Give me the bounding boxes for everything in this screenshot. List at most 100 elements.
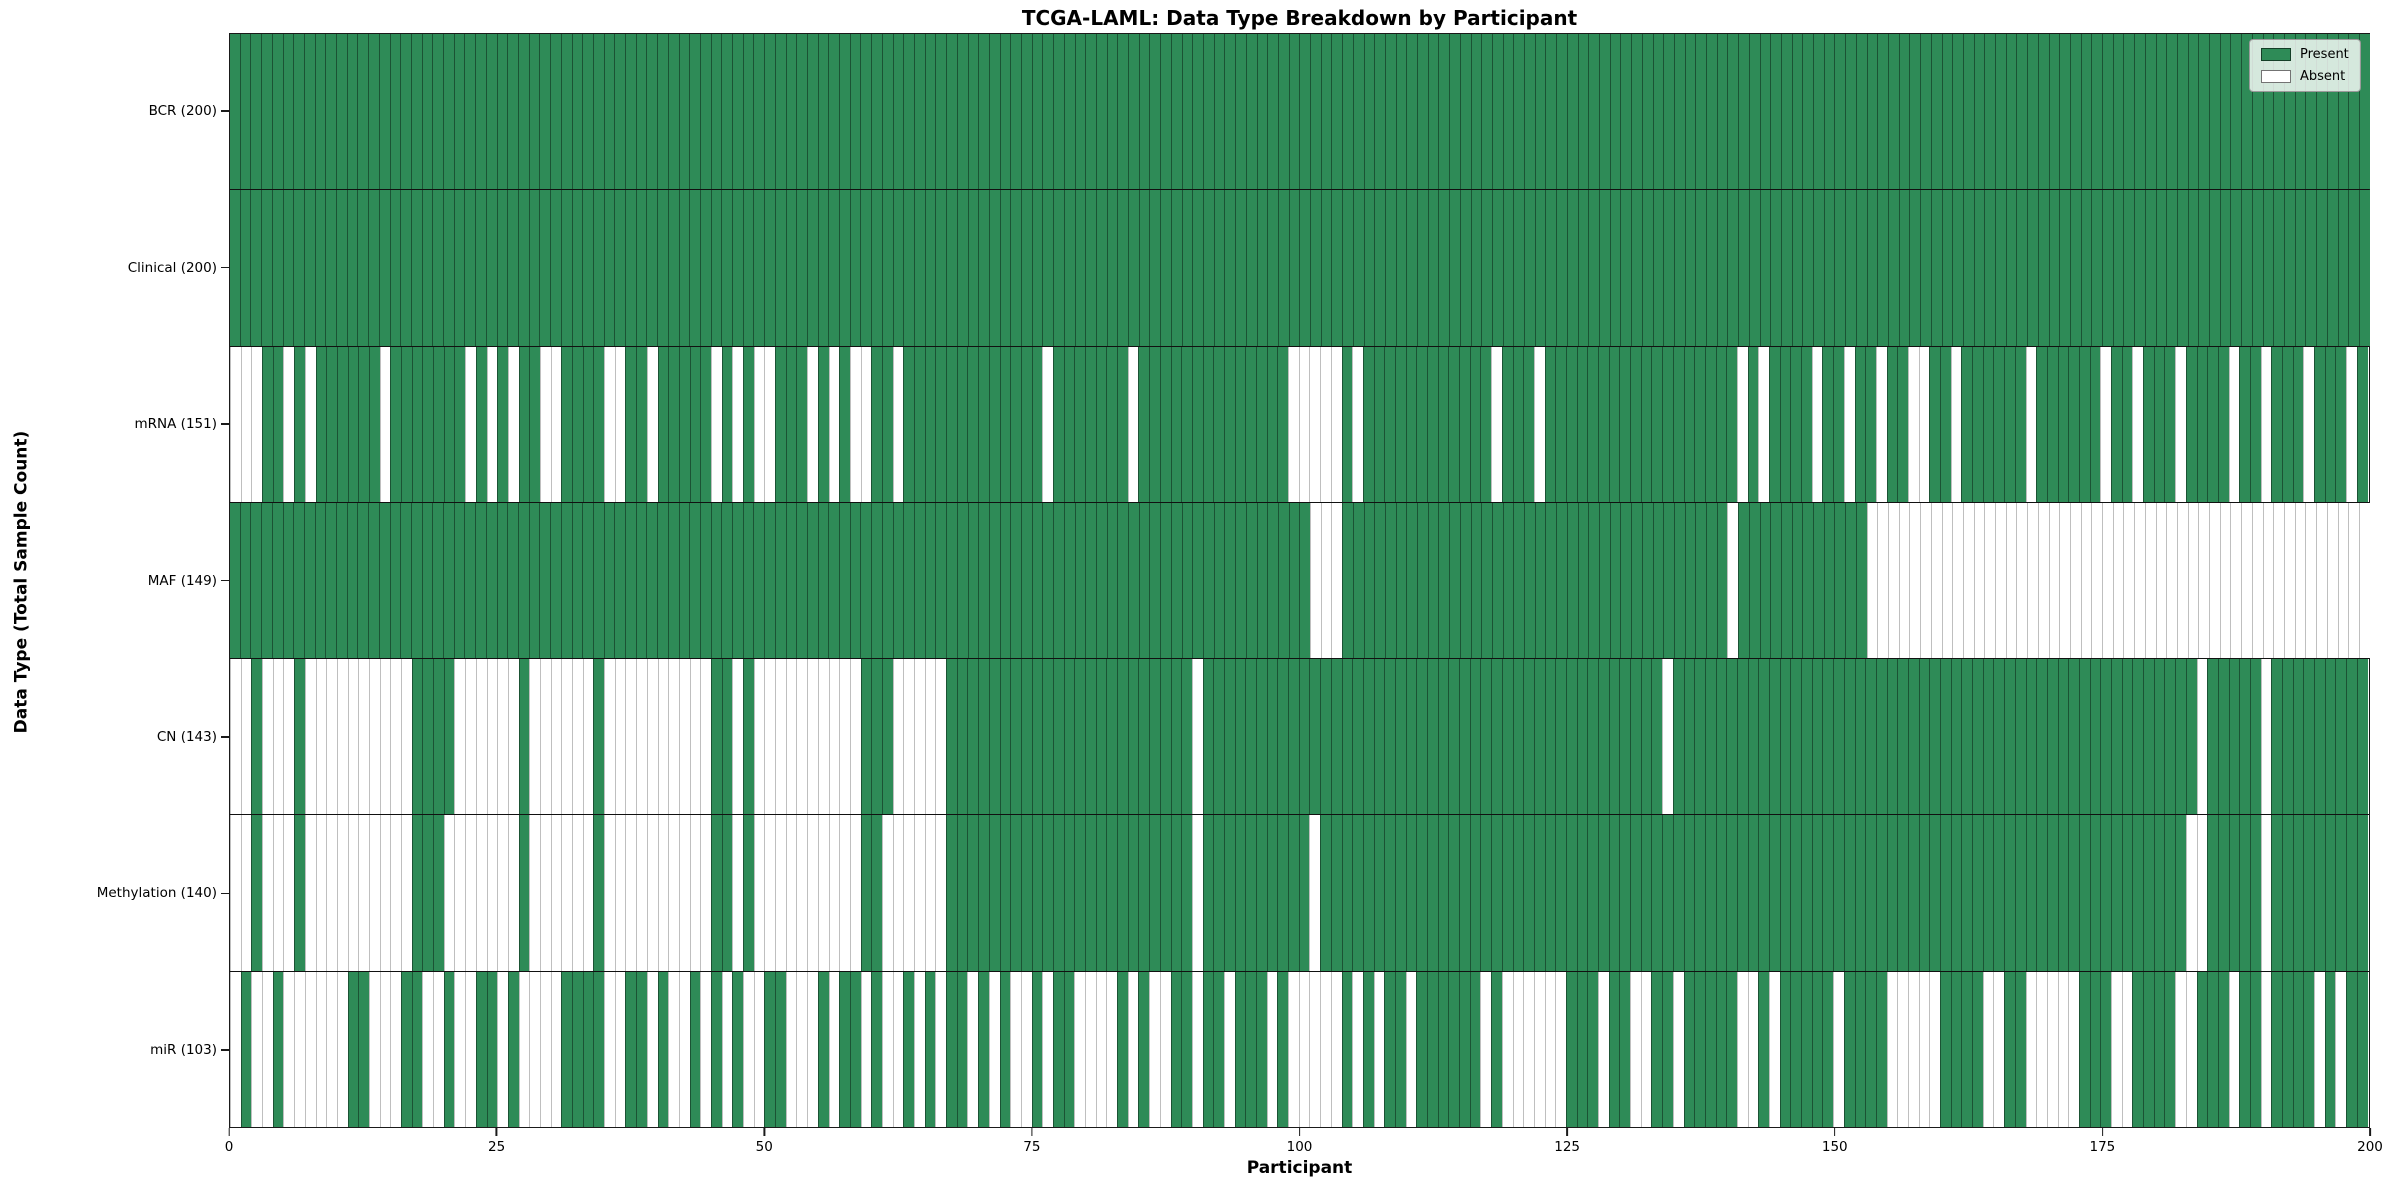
- cell-present: [710, 502, 722, 659]
- cell-present: [1854, 346, 1866, 502]
- cell-present: [1556, 502, 1567, 659]
- cell-present: [1299, 502, 1311, 659]
- cell-present: [294, 815, 305, 971]
- cell-absent: [1877, 502, 1888, 659]
- cell-present: [967, 190, 979, 346]
- cell-absent: [1352, 346, 1363, 502]
- cell-present: [2046, 815, 2058, 971]
- cell-present: [230, 34, 240, 190]
- cell-present: [614, 502, 626, 659]
- cell-present: [282, 34, 294, 190]
- cell-present: [603, 34, 615, 190]
- cell-present: [2207, 659, 2218, 815]
- cell-absent: [2080, 502, 2092, 659]
- cell-present: [1833, 346, 1844, 502]
- cell-absent: [390, 659, 401, 815]
- cell-present: [443, 502, 454, 659]
- cell-present: [1952, 190, 1963, 346]
- cell-present: [1747, 815, 1759, 971]
- cell-absent: [2176, 502, 2188, 659]
- cell-present: [1738, 190, 1749, 346]
- cell-present: [2036, 346, 2047, 502]
- cell-absent: [390, 971, 401, 1127]
- cell-present: [1128, 190, 1139, 346]
- cell-present: [1416, 815, 1427, 971]
- cell-present: [700, 346, 711, 502]
- cell-present: [1192, 34, 1203, 190]
- cell-present: [1565, 659, 1577, 815]
- cell-present: [699, 502, 711, 659]
- cell-absent: [732, 815, 743, 971]
- cell-present: [743, 659, 754, 815]
- cell-present: [871, 34, 882, 190]
- cell-absent: [230, 815, 241, 971]
- cell-absent: [860, 346, 872, 502]
- cell-present: [1940, 659, 1951, 815]
- cell-present: [2027, 34, 2038, 190]
- cell-present: [1235, 34, 1246, 190]
- cell-present: [742, 34, 754, 190]
- cell-present: [1865, 659, 1876, 815]
- cell-present: [346, 34, 358, 190]
- cell-present: [2143, 659, 2154, 815]
- cell-present: [2228, 659, 2240, 815]
- cell-present: [1813, 34, 1824, 190]
- cell-absent: [903, 815, 914, 971]
- cell-present: [1052, 815, 1064, 971]
- cell-present: [935, 34, 947, 190]
- cell-present: [1640, 815, 1652, 971]
- cell-present: [999, 34, 1011, 190]
- cell-absent: [294, 971, 305, 1127]
- cell-present: [1149, 815, 1160, 971]
- cell-present: [1544, 346, 1556, 502]
- cell-present: [1491, 502, 1503, 659]
- cell-present: [1202, 502, 1214, 659]
- cell-present: [1170, 815, 1182, 971]
- cell-present: [914, 346, 925, 502]
- cell-present: [2121, 346, 2133, 502]
- cell-absent: [1736, 971, 1748, 1127]
- cell-present: [1620, 190, 1632, 346]
- cell-present: [1706, 502, 1717, 659]
- cell-present: [2057, 346, 2069, 502]
- cell-present: [2207, 346, 2218, 502]
- cell-present: [582, 34, 593, 190]
- cell-present: [433, 659, 444, 815]
- cell-absent: [646, 971, 658, 1127]
- x-tick-25: 25: [488, 1128, 505, 1155]
- cell-present: [999, 659, 1011, 815]
- cell-present: [2326, 34, 2338, 190]
- cell-present: [1256, 502, 1268, 659]
- cell-present: [1042, 502, 1054, 659]
- cell-present: [1736, 659, 1748, 815]
- cell-present: [1704, 971, 1716, 1127]
- cell-present: [1555, 346, 1566, 502]
- x-tick-label: 100: [1286, 1139, 1313, 1155]
- cell-present: [250, 34, 262, 190]
- cell-present: [453, 190, 465, 346]
- cell-present: [368, 502, 379, 659]
- cell-present: [1950, 971, 1962, 1127]
- cell-present: [849, 502, 861, 659]
- cell-absent: [668, 659, 679, 815]
- cell-present: [1619, 659, 1631, 815]
- cell-present: [1480, 815, 1492, 971]
- cell-present: [261, 34, 272, 190]
- cell-present: [1801, 346, 1812, 502]
- cell-present: [1898, 34, 1910, 190]
- cell-present: [1748, 190, 1760, 346]
- cell-present: [1802, 34, 1814, 190]
- cell-present: [1779, 659, 1791, 815]
- cell-present: [860, 815, 872, 971]
- x-axis-label: Participant: [1246, 1158, 1353, 1178]
- cell-absent: [1984, 502, 1996, 659]
- cell-absent: [732, 346, 743, 502]
- cell-present: [2324, 971, 2336, 1127]
- cell-present: [1416, 346, 1427, 502]
- cell-present: [1149, 190, 1161, 346]
- cell-present: [2294, 190, 2306, 346]
- cell-present: [1748, 502, 1760, 659]
- cell-present: [1138, 971, 1150, 1127]
- cell-present: [2241, 34, 2252, 190]
- cell-present: [1437, 815, 1449, 971]
